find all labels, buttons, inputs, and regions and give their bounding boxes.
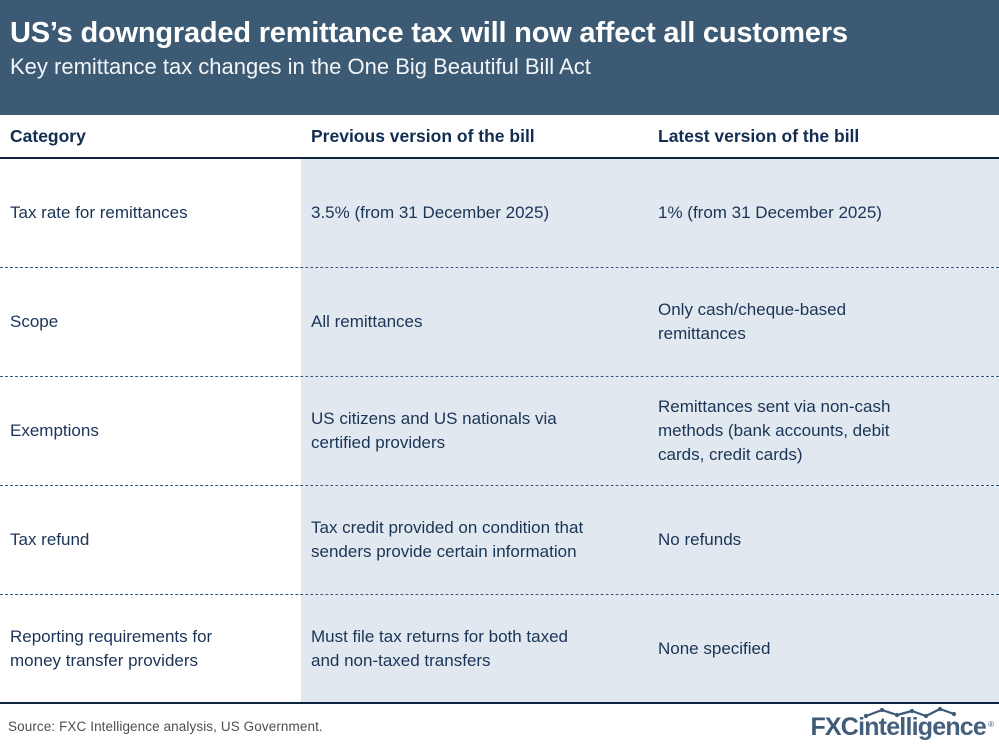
registered-trademark-icon: ® xyxy=(988,719,994,729)
cell-category: Tax refund xyxy=(0,486,301,594)
cell-previous: 3.5% (from 31 December 2025) xyxy=(301,159,650,267)
cell-latest: 1% (from 31 December 2025) xyxy=(650,159,999,267)
table-header-row: Category Previous version of the bill La… xyxy=(0,115,999,159)
cell-latest: None specified xyxy=(650,595,999,702)
cell-category: Reporting requirements for money transfe… xyxy=(0,595,301,702)
page-subtitle: Key remittance tax changes in the One Bi… xyxy=(10,54,591,79)
table-row-tax-rate: Tax rate for remittances 3.5% (from 31 D… xyxy=(0,159,999,268)
source-note: Source: FXC Intelligence analysis, US Go… xyxy=(8,719,323,734)
cell-latest: Remittances sent via non-cash methods (b… xyxy=(650,377,999,485)
cell-latest: No refunds xyxy=(650,486,999,594)
logo-text-bold: FXC xyxy=(810,712,859,741)
page-title: US’s downgraded remittance tax will now … xyxy=(10,17,848,49)
table-row-tax-refund: Tax refund Tax credit provided on condit… xyxy=(0,486,999,595)
column-header-category: Category xyxy=(0,115,301,157)
cell-previous: US citizens and US nationals via certifi… xyxy=(301,377,650,485)
cell-category: Exemptions xyxy=(0,377,301,485)
logo-text-rest: intelligence xyxy=(858,712,987,741)
footer: Source: FXC Intelligence analysis, US Go… xyxy=(0,704,999,749)
cell-category: Tax rate for remittances xyxy=(0,159,301,267)
table-row-scope: Scope All remittances Only cash/cheque-b… xyxy=(0,268,999,377)
column-header-previous: Previous version of the bill xyxy=(301,115,650,157)
cell-category: Scope xyxy=(0,268,301,376)
cell-previous: Tax credit provided on condition that se… xyxy=(301,486,650,594)
cell-latest: Only cash/cheque-based remittances xyxy=(650,268,999,376)
table-row-exemptions: Exemptions US citizens and US nationals … xyxy=(0,377,999,486)
cell-previous: All remittances xyxy=(301,268,650,376)
table-row-reporting: Reporting requirements for money transfe… xyxy=(0,595,999,704)
cell-previous: Must file tax returns for both taxed and… xyxy=(301,595,650,702)
comparison-table: Category Previous version of the bill La… xyxy=(0,115,999,704)
column-header-latest: Latest version of the bill xyxy=(650,115,999,157)
fxc-intelligence-logo: FXC intelligence ® xyxy=(810,706,994,741)
header-banner: US’s downgraded remittance tax will now … xyxy=(0,0,999,115)
